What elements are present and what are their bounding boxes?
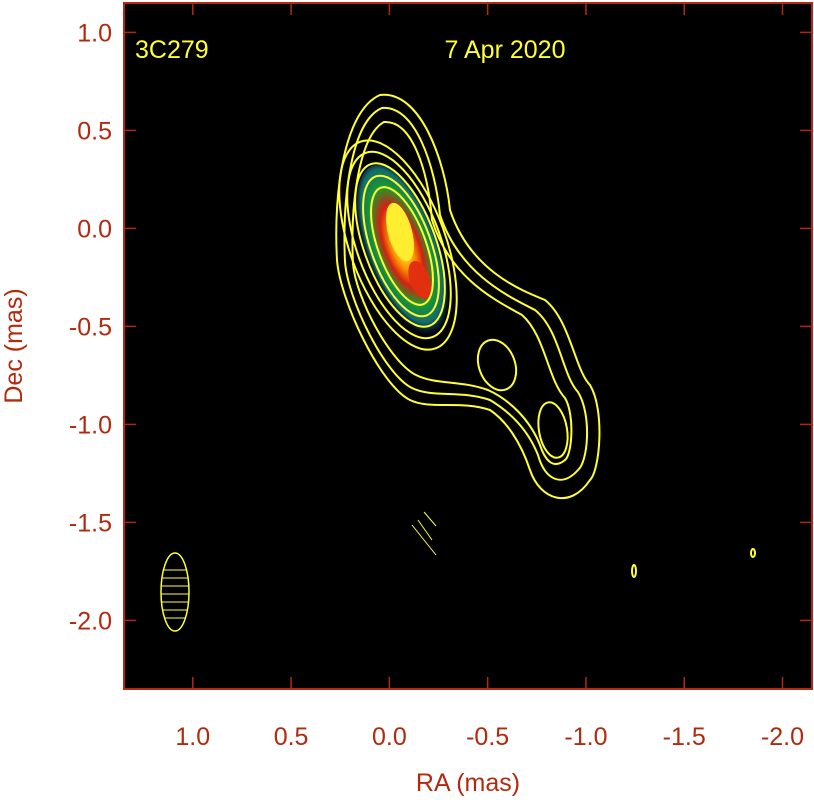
frame <box>123 2 813 690</box>
annotation: 3C279 <box>135 36 209 64</box>
x-axis-label: RA (mas) <box>416 769 520 797</box>
x-tick-label: -1.0 <box>564 723 607 751</box>
y-tick-label: 1.0 <box>77 19 112 47</box>
y-tick-label: 0.0 <box>77 215 112 243</box>
x-tick-label: 0.5 <box>274 723 309 751</box>
y-tick-label: -0.5 <box>69 313 112 341</box>
beam <box>160 552 190 632</box>
annotation: 7 Apr 2020 <box>445 36 566 64</box>
x-tick-label: -1.5 <box>663 723 706 751</box>
x-tick-label: -2.0 <box>761 723 804 751</box>
x-tick-label: -0.5 <box>466 723 509 751</box>
y-tick-label: -1.0 <box>69 411 112 439</box>
y-axis-label: Dec (mas) <box>0 288 28 403</box>
x-tick-label: 0.0 <box>372 723 407 751</box>
y-tick-label: -2.0 <box>69 607 112 635</box>
x-tick-label: 1.0 <box>175 723 210 751</box>
radio-map <box>160 93 756 632</box>
y-tick-label: 0.5 <box>77 117 112 145</box>
plot-area <box>124 3 812 689</box>
y-tick-label: -1.5 <box>69 509 112 537</box>
